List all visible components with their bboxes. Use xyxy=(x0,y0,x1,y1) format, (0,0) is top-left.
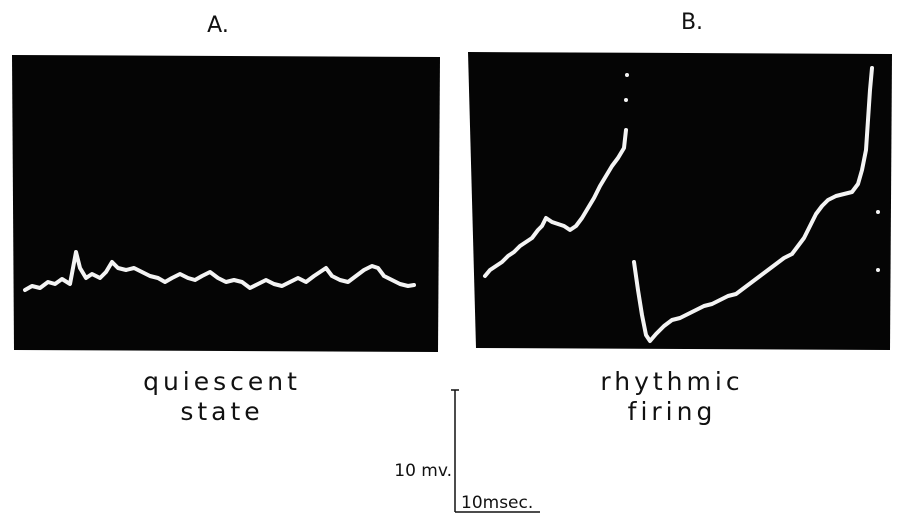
trace-dot xyxy=(624,98,628,102)
figure: A. B. quiescent state rhythmic firing 10… xyxy=(0,0,920,525)
trace-dot xyxy=(625,73,629,77)
scale-label: 10msec. xyxy=(461,493,533,513)
panel-label: B. xyxy=(681,10,703,35)
caption: firing xyxy=(628,397,717,426)
page: A. B. quiescent state rhythmic firing 10… xyxy=(0,0,920,525)
caption: rhythmic xyxy=(600,367,743,396)
caption: state xyxy=(180,397,263,426)
trace-dot xyxy=(876,268,880,272)
caption: quiescent xyxy=(143,367,301,396)
oscilloscope-screen xyxy=(12,55,440,352)
scale-label: 10 mv. xyxy=(394,461,452,481)
panel-label: A. xyxy=(207,13,229,38)
trace-dot xyxy=(876,210,880,214)
